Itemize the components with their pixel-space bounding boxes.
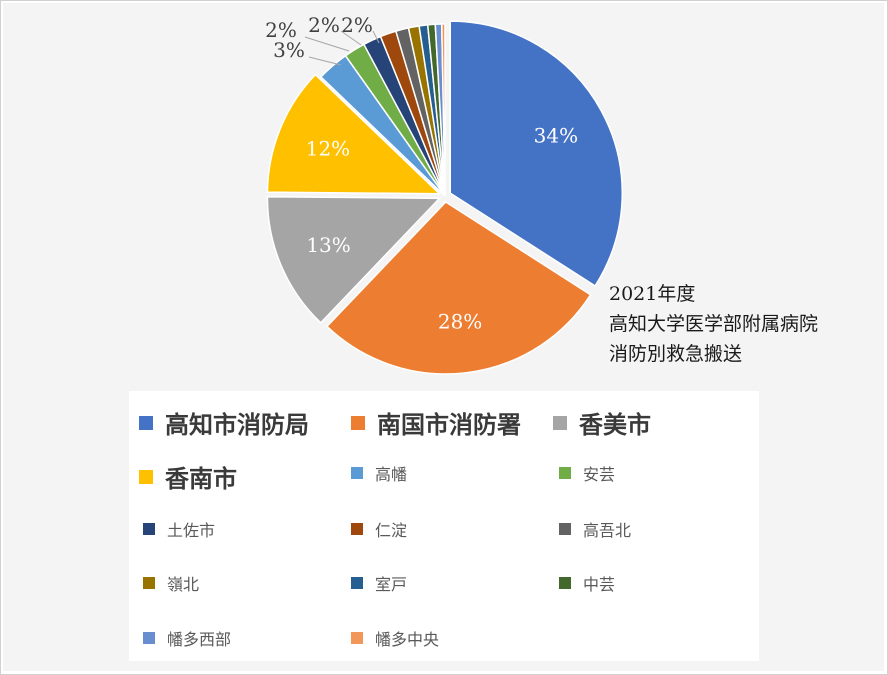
legend-label: 高吾北	[583, 521, 632, 540]
legend-item: 高吾北	[559, 517, 631, 541]
legend-label: 嶺北	[167, 575, 200, 594]
legend-swatch	[351, 632, 363, 644]
legend-swatch	[143, 632, 155, 644]
chart-legend: 高知市消防局 南国市消防署 香美市香南市 高幡 安芸土佐市 仁淀 高吾北嶺北 室戸 中芸幡多西部…	[129, 391, 759, 661]
legend-label: 室戸	[375, 575, 408, 594]
legend-swatch	[143, 523, 155, 535]
legend-swatch	[351, 415, 365, 430]
legend-label: 南国市消防署	[377, 410, 521, 439]
legend-swatch	[351, 577, 363, 589]
legend-swatch	[553, 415, 567, 430]
legend-label: 仁淀	[375, 521, 408, 540]
legend-item: 幡多中央	[351, 626, 439, 650]
legend-item: 香南市	[139, 459, 237, 494]
legend-label: 幡多西部	[167, 630, 232, 649]
legend-label: 高幡	[375, 465, 408, 484]
legend-item: 仁淀	[351, 517, 407, 541]
slice-data-label: 12%	[306, 136, 350, 160]
legend-label: 中芸	[583, 575, 616, 594]
legend-label: 香南市	[165, 464, 237, 493]
slice-data-label: 2%	[341, 13, 373, 37]
annotation-hospital: 高知大学医学部附属病院	[609, 313, 819, 335]
legend-item: 高知市消防局	[139, 405, 309, 440]
legend-item: 嶺北	[143, 571, 199, 595]
legend-label: 幡多中央	[375, 630, 440, 649]
slice-data-label: 34%	[534, 123, 578, 147]
legend-swatch	[559, 577, 571, 589]
pie-slice	[266, 73, 442, 195]
slice-data-label: 3%	[273, 38, 305, 62]
legend-item: 室戸	[351, 571, 407, 595]
legend-swatch	[351, 523, 363, 535]
leader-line	[372, 30, 380, 44]
legend-label: 土佐市	[167, 521, 216, 540]
slice-data-label: 2%	[265, 18, 297, 42]
legend-item: 土佐市	[143, 517, 215, 541]
chart-annotation: 2021年度 高知大学医学部附属病院 消防別救急搬送	[609, 279, 818, 369]
legend-label: 高知市消防局	[165, 410, 309, 439]
legend-item: 高幡	[351, 461, 407, 485]
legend-item: 安芸	[559, 461, 615, 485]
annotation-subject: 消防別救急搬送	[609, 343, 743, 365]
pie-slice	[440, 23, 446, 197]
slice-data-label: 28%	[438, 309, 482, 333]
legend-item: 香美市	[553, 405, 651, 440]
legend-item: 中芸	[559, 571, 615, 595]
legend-swatch	[351, 467, 363, 479]
pie-slice	[325, 200, 592, 375]
legend-swatch	[139, 415, 153, 430]
legend-item: 南国市消防署	[351, 405, 521, 440]
legend-label: 安芸	[583, 465, 616, 484]
leader-line	[304, 36, 350, 52]
slice-data-label: 13%	[306, 233, 350, 257]
pie-slice	[449, 20, 624, 287]
legend-swatch	[139, 469, 153, 484]
legend-swatch	[559, 523, 571, 535]
legend-swatch	[559, 467, 571, 479]
leader-line	[340, 30, 362, 46]
pie-slice	[266, 195, 442, 324]
annotation-year: 2021年度	[609, 283, 696, 305]
legend-item: 幡多西部	[143, 626, 231, 650]
legend-swatch	[143, 577, 155, 589]
slice-data-label: 2%	[308, 13, 340, 37]
leader-line	[308, 56, 342, 66]
legend-label: 香美市	[579, 410, 651, 439]
